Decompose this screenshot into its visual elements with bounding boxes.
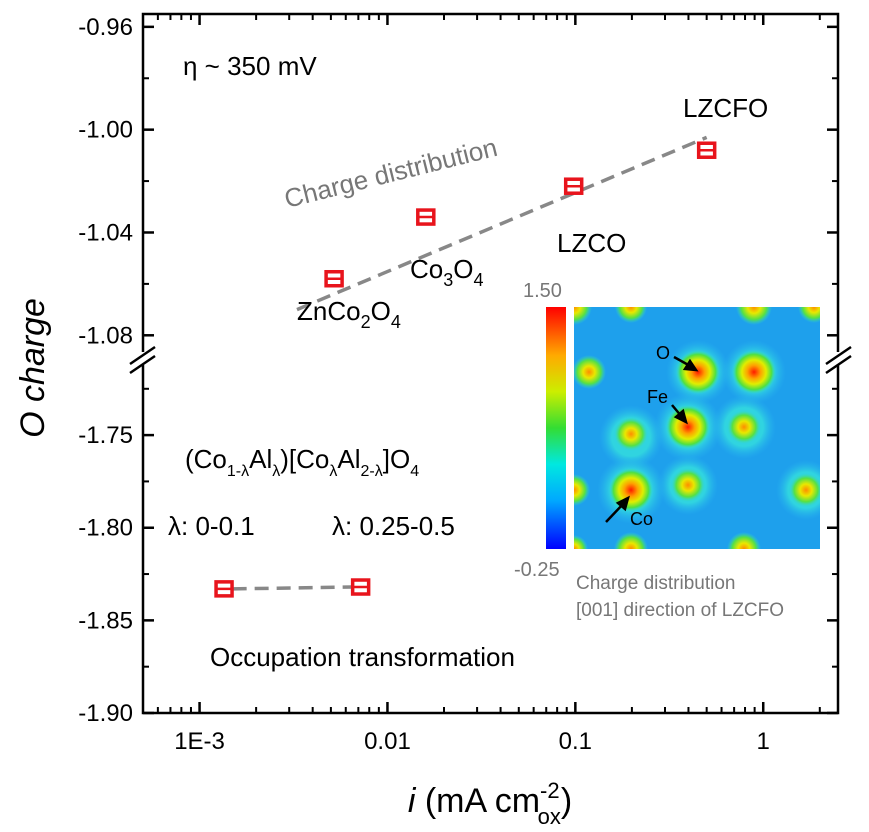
formula-label: (Co1-λAlλ)[CoλAl2-λ]O4: [185, 444, 419, 480]
x-tick-label: 0.1: [559, 728, 592, 755]
x-label-italic: i: [408, 782, 417, 820]
y-tick-label: -1.90: [78, 700, 133, 727]
axis-break-right: [823, 345, 853, 375]
data-point: [563, 177, 584, 195]
co3o4-d: 4: [474, 270, 484, 290]
x-label-sub: ox: [538, 804, 561, 829]
label-co3o4: Co3O4: [410, 254, 484, 290]
formula-s5: 4: [410, 463, 419, 480]
znco2o4-b: 2: [361, 312, 371, 332]
formula-s2: λ: [272, 463, 280, 480]
formula-p1: (Co: [185, 444, 227, 474]
data-point: [214, 580, 234, 598]
lambda-label-2: λ: 0.25-0.5: [332, 511, 455, 541]
co3o4-b: 3: [443, 270, 453, 290]
y-label-o: O: [14, 411, 52, 437]
x-axis-ticks: 1E-3 0.01 0.1 1: [142, 14, 821, 755]
colorbar: [546, 307, 566, 549]
lambda-label-1: λ: 0-0.1: [168, 511, 255, 541]
y-tick-label: -1.75: [78, 422, 133, 449]
colorbar-min-label: -0.25: [514, 559, 560, 581]
y-tick-label: -1.08: [78, 322, 133, 349]
znco2o4-d: 4: [391, 312, 401, 332]
y-tick-label: -1.85: [78, 607, 133, 634]
trend-lines: [232, 135, 708, 591]
inset-caption-1: Charge distribution: [576, 573, 735, 594]
y-tick-label: -0.96: [78, 14, 133, 41]
inset-caption-2: [001] direction of LZCFO: [576, 600, 784, 621]
atom-label-o: O: [656, 343, 670, 363]
y-tick-label: -1.04: [78, 219, 133, 246]
trend-line: [232, 585, 353, 591]
trend-line: [296, 135, 708, 312]
label-lzco: LZCO: [557, 228, 626, 258]
formula-p4: Al: [337, 444, 360, 474]
atom-label-co: Co: [630, 509, 653, 529]
map-arrows: [605, 355, 699, 523]
data-point: [416, 208, 436, 226]
x-label-text: (mA cm: [415, 782, 540, 820]
znco2o4-a: ZnCo: [297, 296, 361, 326]
data-markers: [214, 141, 717, 598]
znco2o4-c: O: [371, 296, 391, 326]
y-tick-label: -1.00: [78, 117, 133, 144]
label-lzcfo: LZCFO: [683, 93, 768, 123]
axis-break-left: [128, 345, 158, 375]
data-point: [696, 141, 717, 159]
y-axis-label: O charge: [14, 298, 52, 438]
eta-annotation: η ~ 350 mV: [183, 51, 317, 81]
inset-charge-map: 1.50 -0.25: [514, 280, 820, 621]
co3o4-a: Co: [410, 254, 443, 284]
co3o4-c: O: [453, 254, 473, 284]
atom-label-fe: Fe: [647, 387, 668, 407]
y-axis-ticks: -0.96 -1.00 -1.04 -1.08 -1.75 -1.80 -1.85 -1.90: [78, 14, 838, 727]
formula-s3: λ: [329, 463, 337, 480]
y-tick-label: -1.80: [78, 515, 133, 542]
data-point: [350, 578, 371, 596]
data-point: [324, 269, 344, 288]
x-label-close: ): [561, 782, 572, 820]
formula-s4: 2-λ: [361, 463, 383, 480]
x-tick-label: 1: [757, 728, 770, 755]
map-atoms: [574, 307, 820, 549]
occupation-label: Occupation transformation: [210, 642, 515, 672]
x-tick-label: 1E-3: [174, 728, 225, 755]
formula-p5: ]O: [383, 444, 410, 474]
x-label-sup: -2: [540, 778, 560, 803]
formula-p2: Al: [249, 444, 272, 474]
x-axis-label: i (mA cm-2 ox): [408, 778, 572, 829]
charge-distribution-label: Charge distribution: [281, 132, 500, 214]
label-znco2o4: ZnCo2O4: [297, 296, 401, 332]
y-label-rest: charge: [14, 298, 52, 411]
colorbar-max-label: 1.50: [523, 280, 562, 302]
x-tick-label: 0.01: [364, 728, 411, 755]
formula-p3: )[Co: [280, 444, 329, 474]
formula-s1: 1-λ: [227, 463, 249, 480]
